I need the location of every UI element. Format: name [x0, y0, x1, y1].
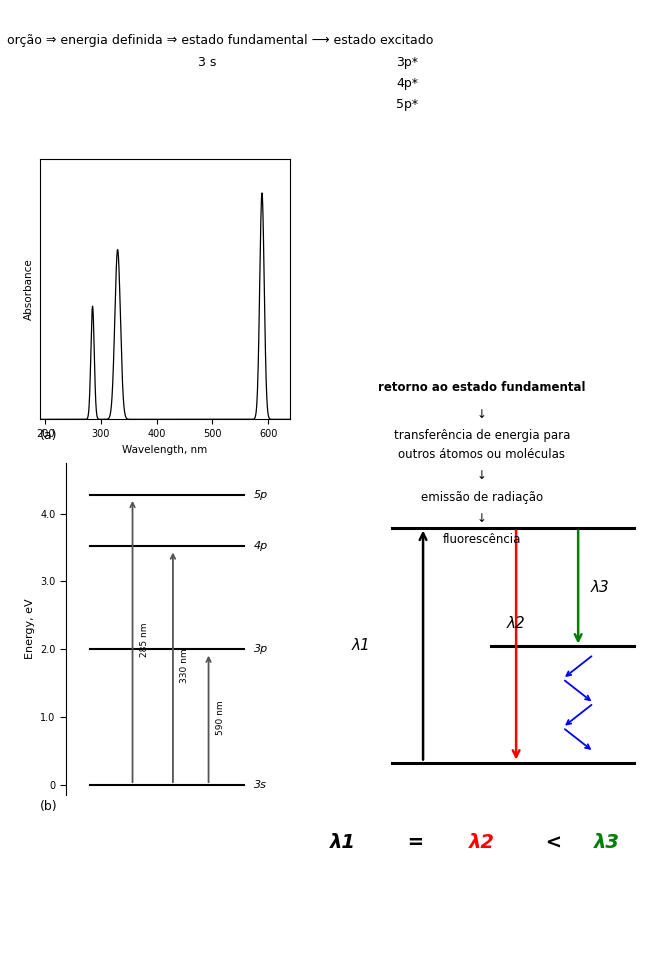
Text: λ1: λ1: [352, 637, 370, 653]
Text: 285 nm: 285 nm: [140, 623, 148, 657]
Text: =: =: [401, 833, 431, 852]
Text: 3p*: 3p*: [396, 56, 418, 68]
Y-axis label: Absorbance: Absorbance: [24, 258, 34, 320]
Text: λ1: λ1: [330, 833, 356, 852]
Text: fluorescência: fluorescência: [443, 533, 521, 546]
Text: ↓: ↓: [477, 512, 486, 524]
Text: (a): (a): [40, 429, 57, 442]
Text: outros átomos ou moléculas: outros átomos ou moléculas: [398, 448, 566, 461]
Text: 5p: 5p: [253, 490, 268, 499]
Text: 3 s: 3 s: [198, 56, 216, 68]
Text: retorno ao estado fundamental: retorno ao estado fundamental: [378, 381, 585, 393]
Text: (b): (b): [40, 800, 57, 813]
Text: 3s: 3s: [253, 780, 267, 790]
Text: emissão de radiação: emissão de radiação: [420, 491, 543, 503]
Text: ↓: ↓: [477, 469, 486, 482]
Text: ↓: ↓: [477, 408, 486, 420]
Text: 3p: 3p: [253, 644, 268, 655]
Text: 5p*: 5p*: [396, 98, 418, 111]
Text: 4p: 4p: [253, 541, 268, 551]
Text: 330 nm: 330 nm: [180, 649, 189, 683]
Text: λ2: λ2: [469, 833, 495, 852]
Y-axis label: Energy, eV: Energy, eV: [24, 599, 35, 659]
Text: λ2: λ2: [507, 616, 525, 631]
Text: orção ⇒ energia definida ⇒ estado fundamental ⟶ estado excitado: orção ⇒ energia definida ⇒ estado fundam…: [7, 34, 433, 46]
Text: λ3: λ3: [594, 833, 620, 852]
Text: 590 nm: 590 nm: [216, 700, 224, 735]
Text: λ3: λ3: [591, 579, 609, 595]
Text: <: <: [539, 833, 570, 852]
Text: transferência de energia para: transferência de energia para: [393, 429, 570, 442]
Text: 4p*: 4p*: [396, 77, 418, 90]
X-axis label: Wavelength, nm: Wavelength, nm: [122, 444, 208, 455]
